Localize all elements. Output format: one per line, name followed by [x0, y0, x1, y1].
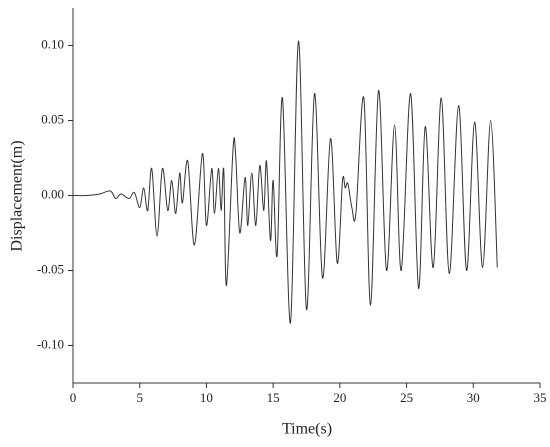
- x-tick-label: 0: [70, 390, 77, 405]
- y-tick-label: -0.10: [37, 336, 64, 351]
- y-tick-label: 0.00: [41, 186, 64, 201]
- y-tick-label: -0.05: [37, 261, 64, 276]
- x-axis-label: Time(s): [282, 421, 332, 438]
- x-tick-label: 20: [333, 390, 346, 405]
- data-line: [72, 40, 498, 324]
- x-tick-label: 35: [534, 390, 547, 405]
- x-tick-label: 15: [267, 390, 280, 405]
- y-axis-label: Displacement(m): [9, 140, 26, 251]
- y-tick-label: 0.05: [41, 111, 64, 126]
- y-tick-label: 0.10: [41, 36, 64, 51]
- x-tick-label: 25: [400, 390, 413, 405]
- x-tick-label: 30: [467, 390, 480, 405]
- x-tick-label: 5: [136, 390, 143, 405]
- x-tick-label: 10: [200, 390, 213, 405]
